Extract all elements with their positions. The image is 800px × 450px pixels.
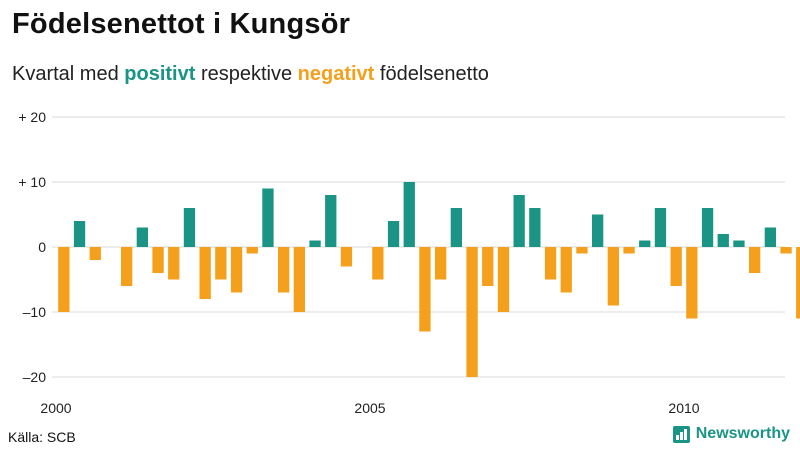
y-tick-label: –10 [23,304,47,320]
x-axis: 20002005201020152020 [40,400,699,416]
positive-bar [513,195,525,247]
x-tick-label: 2000 [40,400,71,416]
positive-bar [639,240,651,247]
positive-bar [654,208,667,247]
negative-bar [497,247,510,312]
negative-bar [152,247,164,273]
bars [58,182,800,377]
source-note: Källa: SCB [8,429,76,445]
positive-bar [325,195,337,247]
positive-bar [717,234,729,247]
negative-bar [435,247,447,280]
positive-bar [136,227,148,247]
positive-bar [733,240,745,247]
brand-logo: Newsworthy [672,425,790,443]
positive-bar [262,188,274,247]
negative-bar [89,247,101,260]
negative-bar [466,247,478,377]
positive-bar [592,214,604,247]
negative-bar [576,247,588,254]
negative-bar [544,247,557,280]
y-tick-label: + 10 [18,174,46,190]
brand-name: Newsworthy [695,425,790,442]
subtitle-suffix: födelsenetto [374,63,489,85]
y-axis: + 20 + 10 0 –10 –20 [18,109,46,385]
positive-bar [403,182,415,247]
subtitle-prefix: Kvartal med [12,63,125,85]
negative-bar [623,247,635,254]
negative-bar [340,247,353,267]
negative-bar [293,247,305,312]
negative-bar [278,247,290,293]
x-tick-label: 2010 [668,400,699,416]
negative-bar [482,247,494,286]
negative-bar [121,247,133,286]
negative-bar [607,247,619,306]
y-tick-label: –20 [23,369,47,385]
subtitle-negative: negativt [297,63,375,85]
negative-bar [796,247,800,319]
negative-bar [560,247,572,293]
negative-bar [780,247,792,254]
negative-bar [670,247,682,286]
y-tick-label: + 20 [18,109,46,125]
x-tick-label: 2005 [354,400,385,416]
positive-bar [73,221,86,247]
chart-subtitle: Kvartal med positivt respektive negativt… [12,63,489,86]
negative-bar [230,247,243,293]
positive-bar [764,227,776,247]
negative-bar [419,247,431,332]
subtitle-positive: positivt [124,63,196,85]
negative-bar [749,247,761,273]
newsworthy-logo-icon [672,425,690,443]
positive-bar [309,240,321,247]
negative-bar [215,247,227,280]
y-tick-label: 0 [38,239,46,255]
positive-bar [450,208,462,247]
positive-bar [529,208,541,247]
chart-title: Födelsenettot i Kungsör [12,8,351,40]
negative-bar [372,247,384,280]
negative-bar [58,247,70,312]
positive-bar [387,221,400,247]
positive-bar [701,208,714,247]
subtitle-middle: respektive [195,63,298,85]
negative-bar [168,247,180,280]
negative-bar [686,247,698,319]
negative-bar [199,247,211,299]
negative-bar [246,247,258,254]
positive-bar [183,208,196,247]
